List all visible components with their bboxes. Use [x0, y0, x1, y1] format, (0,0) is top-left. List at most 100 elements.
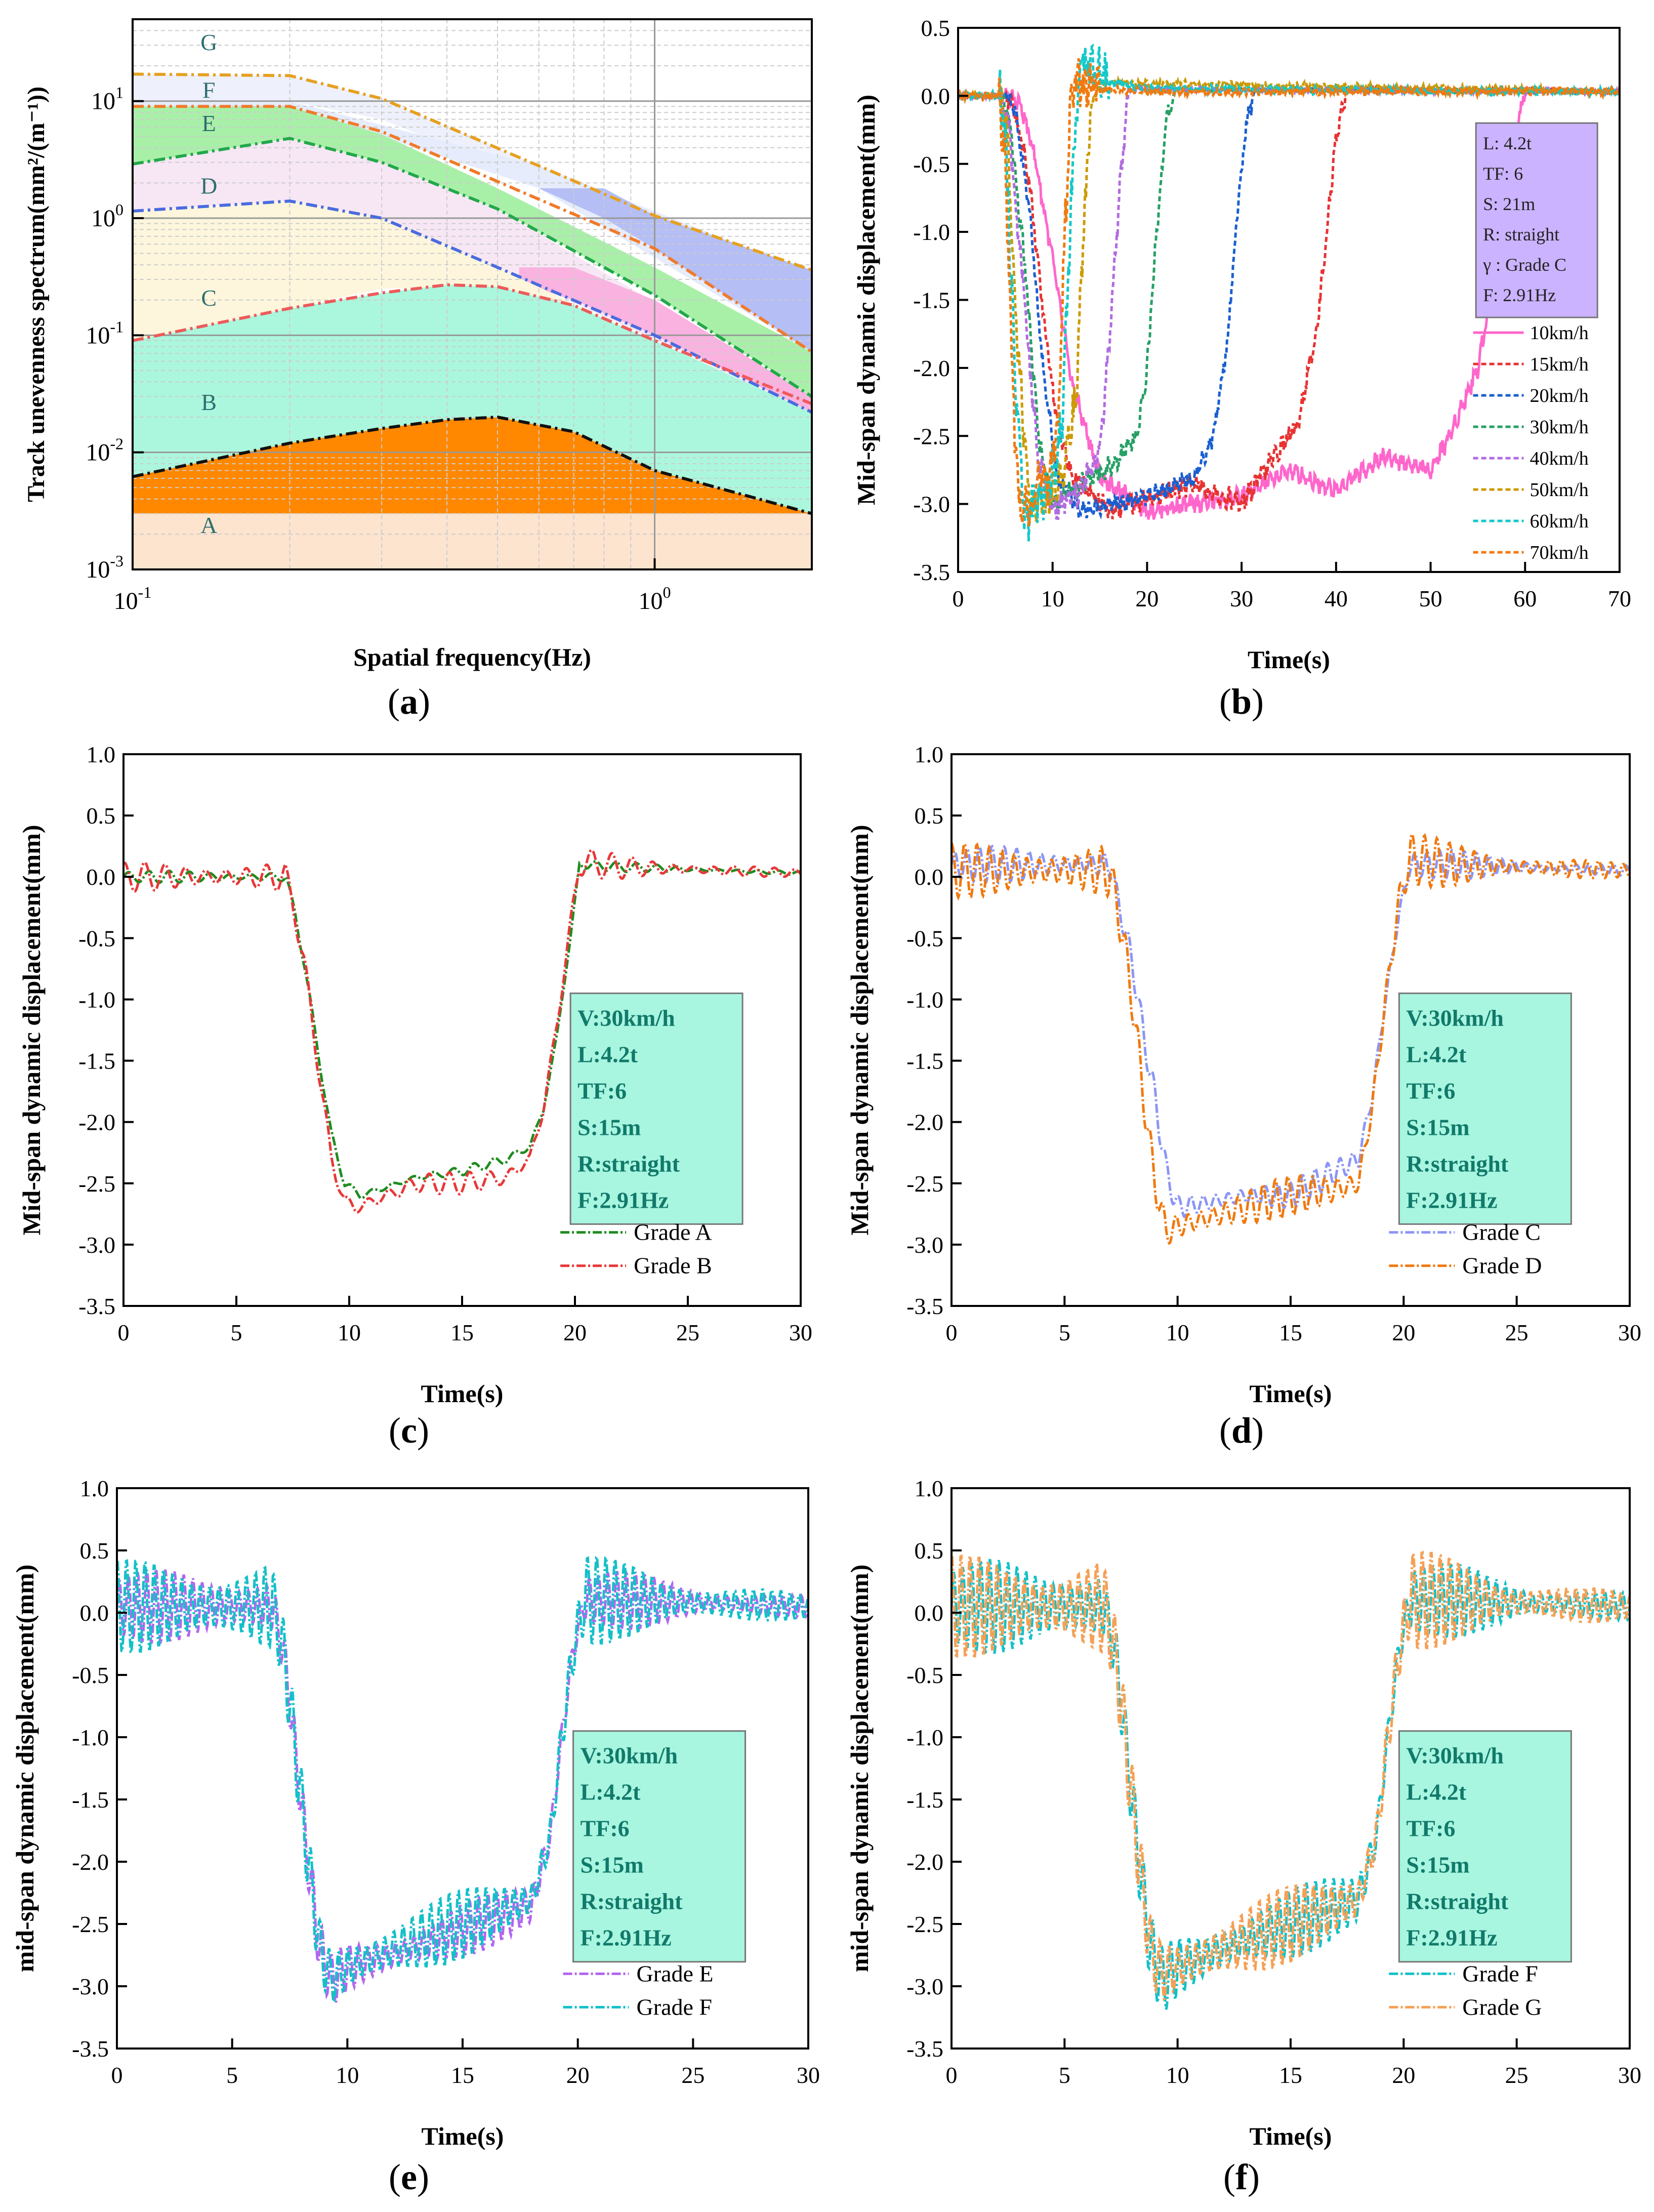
info-box-line: S: 21m: [1483, 194, 1535, 214]
plot-area: [952, 1550, 1630, 2010]
y-tick-label: -3.0: [906, 1974, 943, 1999]
y-tick-label: -2.5: [78, 1171, 115, 1197]
info-box-line: S:15m: [581, 1852, 644, 1878]
y-tick-label: -2.5: [913, 423, 950, 449]
x-tick-label: 20: [1135, 586, 1159, 611]
info-box-bg: [572, 1730, 747, 1963]
y-tick-label: 10-1: [86, 317, 123, 349]
x-tick-label: 25: [1505, 2062, 1528, 2088]
y-tick-label: -0.5: [72, 1662, 109, 1688]
legend-label: Grade B: [634, 1253, 712, 1279]
info-box: V:30km/h L:4.2t TF:6 S:15m R:straight F:2.91H…: [572, 1730, 747, 1963]
series-line-Grade-G: [952, 1550, 1630, 2001]
x-tick-label: 20: [1392, 2062, 1415, 2088]
y-tick-label: -1.0: [72, 1725, 109, 1750]
y-tick-label: -2.0: [78, 1110, 115, 1135]
info-box-line: F:2.91Hz: [581, 1925, 672, 1951]
series-line-Grade-F: [117, 1555, 808, 2005]
x-tick-label: 100: [638, 583, 671, 615]
chart-panel-c: -3.5 -3.0 -2.5 -2.0 -1.5 -1.0 -0.5 0.0 0.5 1.0 0 5 1…: [17, 742, 812, 1451]
info-box-line: L:4.2t: [1406, 1779, 1467, 1805]
info-box: V:30km/h L:4.2t TF:6 S:15m R:straight F:2.91H…: [1398, 1730, 1572, 1963]
x-tick-label: 30: [797, 2062, 820, 2088]
info-box-line: V:30km/h: [1406, 1743, 1504, 1769]
info-box-line: S:15m: [1406, 1852, 1469, 1878]
y-tick-label: 0.0: [87, 864, 116, 890]
chart-panel-f: -3.5 -3.0 -2.5 -2.0 -1.5 -1.0 -0.5 0.0 0.5 1.0 0 5 1…: [845, 1476, 1641, 2197]
x-tick-label: 30: [1618, 1320, 1641, 1345]
y-axis-label: Track unevenness spectrum(mm²/(m⁻¹)): [23, 87, 50, 502]
info-box: V:30km/h L:4.2t TF:6 S:15m R:straight F:2.91H…: [1398, 992, 1572, 1225]
info-box-line: V:30km/h: [581, 1743, 678, 1769]
info-box-line: S:15m: [577, 1114, 641, 1140]
series-line-Grade-E: [117, 1569, 808, 2003]
y-tick-label: 10-2: [86, 435, 123, 466]
x-tick-label: 60: [1513, 586, 1537, 611]
panel-label: (a): [388, 681, 430, 722]
panel-label: (c): [389, 1410, 429, 1451]
x-tick-label: 30: [1618, 2062, 1641, 2088]
band-C: [133, 201, 812, 413]
y-tick-label: -1.0: [913, 219, 950, 245]
x-tick-label: 15: [1279, 1320, 1302, 1345]
info-box-line: V:30km/h: [1406, 1005, 1504, 1031]
x-axis-label: Time(s): [1250, 2122, 1332, 2150]
y-tick-label: 0.0: [921, 83, 950, 109]
y-tick-label: -0.5: [913, 151, 950, 177]
y-tick-label: -1.5: [906, 1048, 943, 1074]
y-tick-label: 0.5: [80, 1538, 109, 1564]
panel-label: (f): [1223, 2157, 1260, 2197]
x-tick-label: 15: [1279, 2062, 1302, 2088]
info-box-line: L:4.2t: [1406, 1041, 1467, 1067]
x-tick-label: 20: [566, 2062, 590, 2088]
legend-label: 10km/h: [1530, 322, 1589, 344]
info-box-line: TF: 6: [1483, 163, 1523, 184]
info-box-line: V:30km/h: [577, 1005, 675, 1031]
y-tick-label: -3.0: [72, 1974, 109, 1999]
x-tick-label: 0: [118, 1320, 130, 1345]
y-tick-label: 0.0: [915, 1600, 944, 1626]
band-A0: [133, 513, 812, 569]
y-tick-label: 0.5: [915, 1538, 944, 1564]
info-box-bg: [1475, 122, 1598, 318]
plot-area: [123, 848, 801, 1214]
y-tick-label: -3.0: [913, 491, 950, 517]
y-tick-label: -1.0: [906, 1725, 943, 1750]
legend-label: 30km/h: [1530, 417, 1589, 438]
series-line-B: [133, 415, 812, 515]
info-box-line: R:straight: [581, 1889, 683, 1914]
series-line-E: [133, 137, 812, 398]
info-box-line: F: 2.91Hz: [1483, 285, 1556, 305]
x-tick-label: 0: [111, 2062, 123, 2088]
x-tick-label: 10-1: [114, 583, 152, 615]
x-axis-label: Time(s): [422, 2122, 504, 2150]
x-tick-label: 30: [1230, 586, 1253, 611]
series-line-Grade-D: [952, 831, 1630, 1245]
x-tick-label: 15: [451, 2062, 474, 2088]
grade-label-C: C: [201, 285, 217, 311]
y-tick-label: 0.5: [921, 15, 950, 41]
y-tick-label: -1.0: [78, 987, 115, 1012]
y-tick-label: -1.5: [78, 1048, 115, 1074]
x-tick-label: 40: [1325, 586, 1348, 611]
info-box-line: TF:6: [1406, 1816, 1455, 1841]
x-tick-label: 0: [946, 1320, 958, 1345]
y-tick-label: -0.5: [906, 1662, 943, 1688]
info-box-line: R:straight: [1406, 1151, 1509, 1176]
y-axis-label: mid-span dynamic displacement(mm): [11, 1565, 39, 1973]
y-axis-label: Mid-span dynamic displacement(mm): [852, 95, 880, 505]
panel-label: (d): [1219, 1410, 1264, 1451]
legend-label: Grade E: [637, 1960, 714, 1986]
plot-area: [117, 1555, 808, 2005]
y-tick-label: 1.0: [915, 742, 944, 767]
legend-label: Grade G: [1462, 1994, 1542, 2020]
x-tick-label: 10: [336, 2062, 359, 2088]
info-box-bg: [1398, 992, 1572, 1225]
y-tick-label: 1.0: [80, 1476, 109, 1501]
band-D: [133, 138, 812, 413]
grade-label-E: E: [202, 110, 216, 136]
legend-label: 20km/h: [1530, 385, 1589, 406]
x-tick-label: 70: [1608, 586, 1631, 611]
x-tick-label: 0: [946, 2062, 958, 2088]
